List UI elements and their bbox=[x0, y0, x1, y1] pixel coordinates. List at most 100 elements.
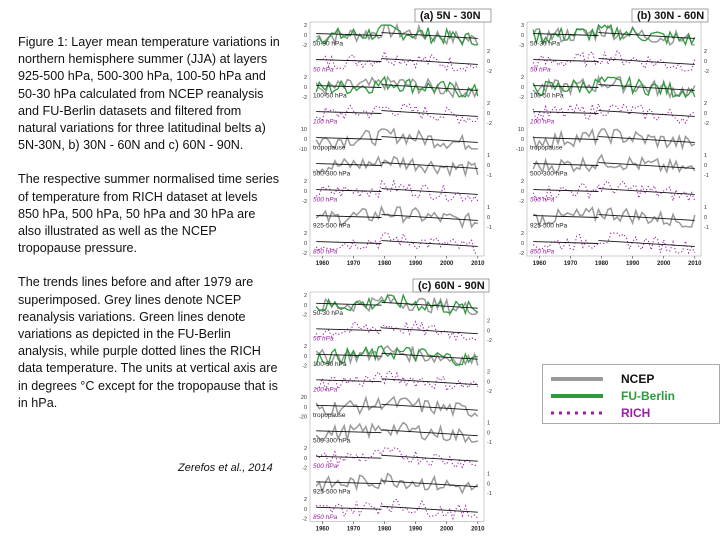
x-tick-label: 1970 bbox=[347, 527, 361, 533]
trend-line-post-1979 bbox=[381, 480, 478, 488]
y-tick-label: -2 bbox=[302, 251, 307, 257]
y-tick-label: 0 bbox=[487, 111, 490, 117]
rich-series-line bbox=[316, 49, 479, 72]
trend-line-post-1979 bbox=[381, 32, 478, 39]
trend-line-pre-1979 bbox=[316, 137, 382, 140]
caption-paragraph: Figure 1: Layer mean temperature variati… bbox=[18, 35, 280, 153]
ncep-series-line bbox=[315, 204, 478, 230]
trend-line-post-1979 bbox=[598, 162, 695, 169]
trend-line-post-1979 bbox=[381, 136, 478, 143]
y-tick-label: -2 bbox=[302, 312, 307, 318]
trend-line-pre-1979 bbox=[316, 353, 382, 357]
trend-line-pre-1979 bbox=[316, 111, 382, 114]
trend-line-post-1979 bbox=[381, 403, 478, 411]
fu-berlin-series-line bbox=[532, 23, 696, 47]
y-tick-label: 0 bbox=[304, 456, 307, 462]
y-tick-label: 1 bbox=[704, 205, 707, 211]
plot-frame bbox=[309, 21, 485, 257]
caption-paragraph: The trends lines before and after 1979 a… bbox=[18, 275, 278, 410]
plot-frame bbox=[309, 291, 485, 522]
y-tick-label: 2 bbox=[521, 231, 524, 237]
y-tick-label: -1 bbox=[487, 491, 492, 497]
trend-line-pre-1979 bbox=[316, 189, 382, 192]
row-label: tropopause bbox=[313, 145, 346, 152]
caption-paragraph: The respective summer normalised time se… bbox=[18, 172, 280, 256]
y-tick-label: 0 bbox=[304, 303, 307, 309]
trend-line-post-1979 bbox=[381, 188, 478, 195]
trend-line-post-1979 bbox=[381, 240, 478, 247]
y-tick-label: 10 bbox=[301, 127, 307, 133]
y-tick-label: 0 bbox=[304, 241, 307, 247]
x-tick-label: 1990 bbox=[409, 261, 423, 267]
y-tick-label: -10 bbox=[299, 147, 307, 153]
y-tick-label: -2 bbox=[302, 363, 307, 369]
ncep-series-line bbox=[315, 421, 479, 444]
y-tick-label: 2 bbox=[487, 101, 490, 107]
trend-line-post-1979 bbox=[598, 58, 695, 65]
row-label: 100-50 hPa bbox=[530, 93, 564, 100]
row-label: 50 hPa bbox=[313, 67, 334, 74]
y-tick-label: 1 bbox=[487, 205, 490, 211]
x-tick-label: 2010 bbox=[471, 527, 485, 533]
plot-frame bbox=[526, 21, 702, 257]
row-label: 850 hPa bbox=[313, 249, 338, 256]
x-tick-label: 1980 bbox=[595, 261, 609, 267]
y-tick-label: 2 bbox=[304, 75, 307, 81]
row-label: tropopause bbox=[530, 145, 563, 152]
y-tick-label: -2 bbox=[302, 465, 307, 471]
y-tick-label: 2 bbox=[704, 49, 707, 55]
citation: Zerefos et al., 2014 bbox=[178, 462, 273, 474]
y-tick-label: 2 bbox=[304, 231, 307, 237]
y-tick-label: 2 bbox=[487, 49, 490, 55]
trend-line-pre-1979 bbox=[533, 241, 599, 244]
rich-series-line bbox=[532, 232, 696, 255]
trend-line-pre-1979 bbox=[316, 302, 382, 306]
figure-caption: Figure 1: Layer mean temperature variati… bbox=[18, 34, 280, 429]
ncep-series-line bbox=[533, 206, 696, 229]
x-tick-label: 1980 bbox=[378, 261, 392, 267]
trend-line-post-1979 bbox=[598, 84, 695, 91]
y-tick-label: -2 bbox=[487, 389, 492, 395]
y-tick-label: -1 bbox=[704, 173, 709, 179]
y-tick-label: 0 bbox=[704, 215, 707, 221]
trend-line-pre-1979 bbox=[533, 111, 599, 114]
rich-series-line bbox=[532, 180, 696, 203]
x-tick-label: 1990 bbox=[626, 261, 640, 267]
y-tick-label: 0 bbox=[521, 137, 524, 143]
trend-line-post-1979 bbox=[381, 58, 478, 65]
trend-line-post-1979 bbox=[381, 84, 478, 91]
row-label: 100 hPa bbox=[530, 119, 555, 126]
row-label: 100-50 hPa bbox=[313, 93, 347, 100]
row-label: 850 hPa bbox=[530, 249, 555, 256]
y-tick-label: 1 bbox=[487, 153, 490, 159]
trend-line-pre-1979 bbox=[316, 430, 382, 434]
row-label: 500-300 hPa bbox=[530, 171, 568, 178]
trend-line-post-1979 bbox=[381, 429, 478, 437]
y-tick-label: 0 bbox=[304, 354, 307, 360]
row-label: 100 hPa bbox=[313, 387, 338, 394]
y-tick-label: -1 bbox=[487, 173, 492, 179]
row-label: 925-500 hPa bbox=[530, 223, 568, 230]
trend-line-pre-1979 bbox=[533, 163, 599, 166]
y-tick-label: 2 bbox=[487, 319, 490, 325]
y-tick-label: 0 bbox=[704, 59, 707, 65]
y-tick-label: -2 bbox=[302, 199, 307, 205]
x-tick-label: 1960 bbox=[316, 261, 330, 267]
row-label: 50 hPa bbox=[313, 336, 334, 343]
y-tick-label: 0 bbox=[521, 33, 524, 39]
y-tick-label: 1 bbox=[704, 153, 707, 159]
rich-series-line bbox=[315, 319, 478, 342]
trend-line-post-1979 bbox=[381, 214, 478, 221]
row-label: 500-300 hPa bbox=[313, 171, 351, 178]
trend-line-post-1979 bbox=[598, 32, 695, 39]
trend-line-post-1979 bbox=[598, 188, 695, 195]
panel-title: (a) 5N - 30N bbox=[420, 10, 481, 22]
y-tick-label: 20 bbox=[301, 395, 307, 401]
trend-line-post-1979 bbox=[381, 162, 478, 169]
y-tick-label: 0 bbox=[521, 241, 524, 247]
trend-line-pre-1979 bbox=[316, 215, 382, 218]
trend-line-pre-1979 bbox=[533, 85, 599, 88]
y-tick-label: 2 bbox=[304, 446, 307, 452]
rich-series-line bbox=[532, 101, 695, 124]
trend-line-post-1979 bbox=[381, 110, 478, 117]
